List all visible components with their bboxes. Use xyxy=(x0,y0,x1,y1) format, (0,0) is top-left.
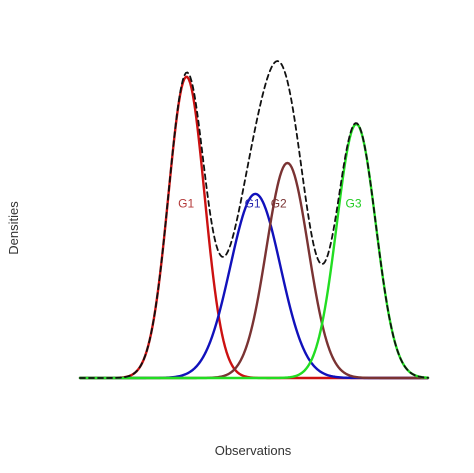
curves-layer xyxy=(78,60,430,380)
y-axis-title: Densities xyxy=(6,201,21,255)
curve-label-label-g1-red: G1 xyxy=(178,196,194,210)
curve-label-label-g2: G2 xyxy=(271,196,287,210)
series-line-g3-green xyxy=(78,122,430,380)
series-line-mixture xyxy=(79,60,429,379)
x-axis-title: Observations xyxy=(215,443,292,458)
curve-label-label-g1-blue: G1 xyxy=(245,196,261,210)
curve-label-label-g3: G3 xyxy=(346,196,362,210)
annotation-layer: G1 G1 G2 G3 xyxy=(178,196,362,210)
